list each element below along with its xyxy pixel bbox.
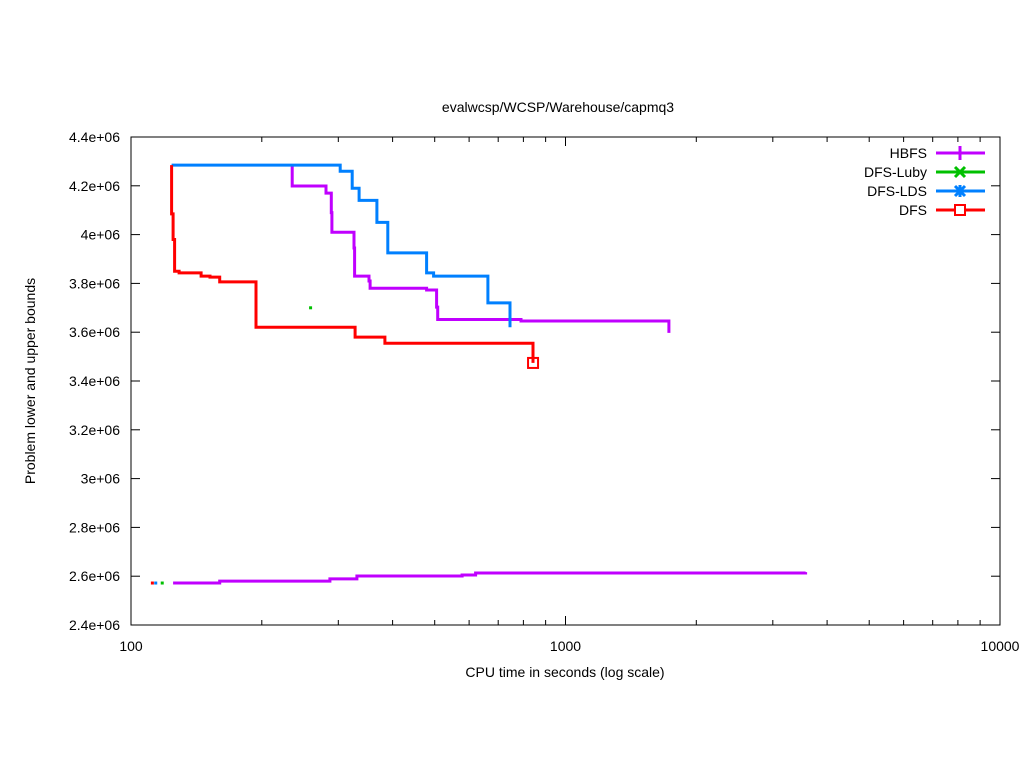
legend-item-hbfs: HBFS	[890, 145, 985, 161]
legend-item-dfs-luby: DFS-Luby	[864, 164, 985, 180]
y-tick-label: 2.6e+06	[69, 568, 120, 584]
y-tick-label: 3.4e+06	[69, 373, 120, 389]
x-tick-label: 10000	[981, 638, 1020, 654]
y-tick-label: 2.8e+06	[69, 519, 120, 535]
series-dfs-luby	[160, 306, 313, 585]
x-tick-label: 1000	[550, 638, 581, 654]
series-line-dfs-lds-upper	[171, 163, 512, 328]
legend-label: DFS-Luby	[864, 164, 927, 180]
chart-title: evalwcsp/WCSP/Warehouse/capmq3	[442, 99, 674, 115]
legend-label: DFS	[899, 202, 927, 218]
legend-label: HBFS	[890, 145, 927, 161]
series-dfs	[150, 165, 540, 585]
data-point-dfs-lower	[150, 581, 154, 585]
series-dfs-lds	[154, 163, 512, 585]
y-tick-label: 2.4e+06	[69, 617, 120, 633]
y-tick-label: 4.4e+06	[69, 129, 120, 145]
data-point-dfs-lds-lower	[154, 581, 158, 585]
end-marker-dfs	[527, 356, 540, 369]
series-line-dfs-upper	[170, 165, 535, 363]
legend-item-dfs-lds: DFS-LDS	[867, 183, 985, 199]
star-marker-icon	[953, 184, 967, 198]
series-line-hbfs-upper	[290, 165, 671, 333]
data-point-dfs-luby-lower	[160, 581, 164, 585]
y-tick-label: 3.6e+06	[69, 324, 120, 340]
legend-label: DFS-LDS	[867, 183, 927, 199]
y-tick-label: 4e+06	[81, 227, 121, 243]
series-line-hbfs-lower	[173, 571, 808, 585]
y-tick-label: 3.2e+06	[69, 422, 120, 438]
legend-item-dfs: DFS	[899, 202, 985, 218]
legend: HBFS DFS-Luby DFS-LDS DFS	[864, 145, 985, 218]
x-ticks: 100 1000 10000	[119, 137, 1020, 654]
x-tick-label: 100	[119, 638, 143, 654]
series-hbfs	[173, 165, 808, 585]
cross-marker-icon	[953, 165, 967, 179]
y-ticks: 2.4e+06 2.6e+06 2.8e+06 3e+06 3.2e+06 3.4e+06…	[69, 129, 1000, 633]
y-axis-label: Problem lower and upper bounds	[22, 278, 38, 484]
data-point-dfs-luby-upper	[309, 306, 313, 310]
y-tick-label: 3e+06	[81, 471, 121, 487]
square-marker-icon	[954, 204, 966, 216]
series-layer	[150, 163, 808, 585]
x-axis-label: CPU time in seconds (log scale)	[465, 664, 664, 680]
y-tick-label: 3.8e+06	[69, 275, 120, 291]
y-tick-label: 4.2e+06	[69, 178, 120, 194]
